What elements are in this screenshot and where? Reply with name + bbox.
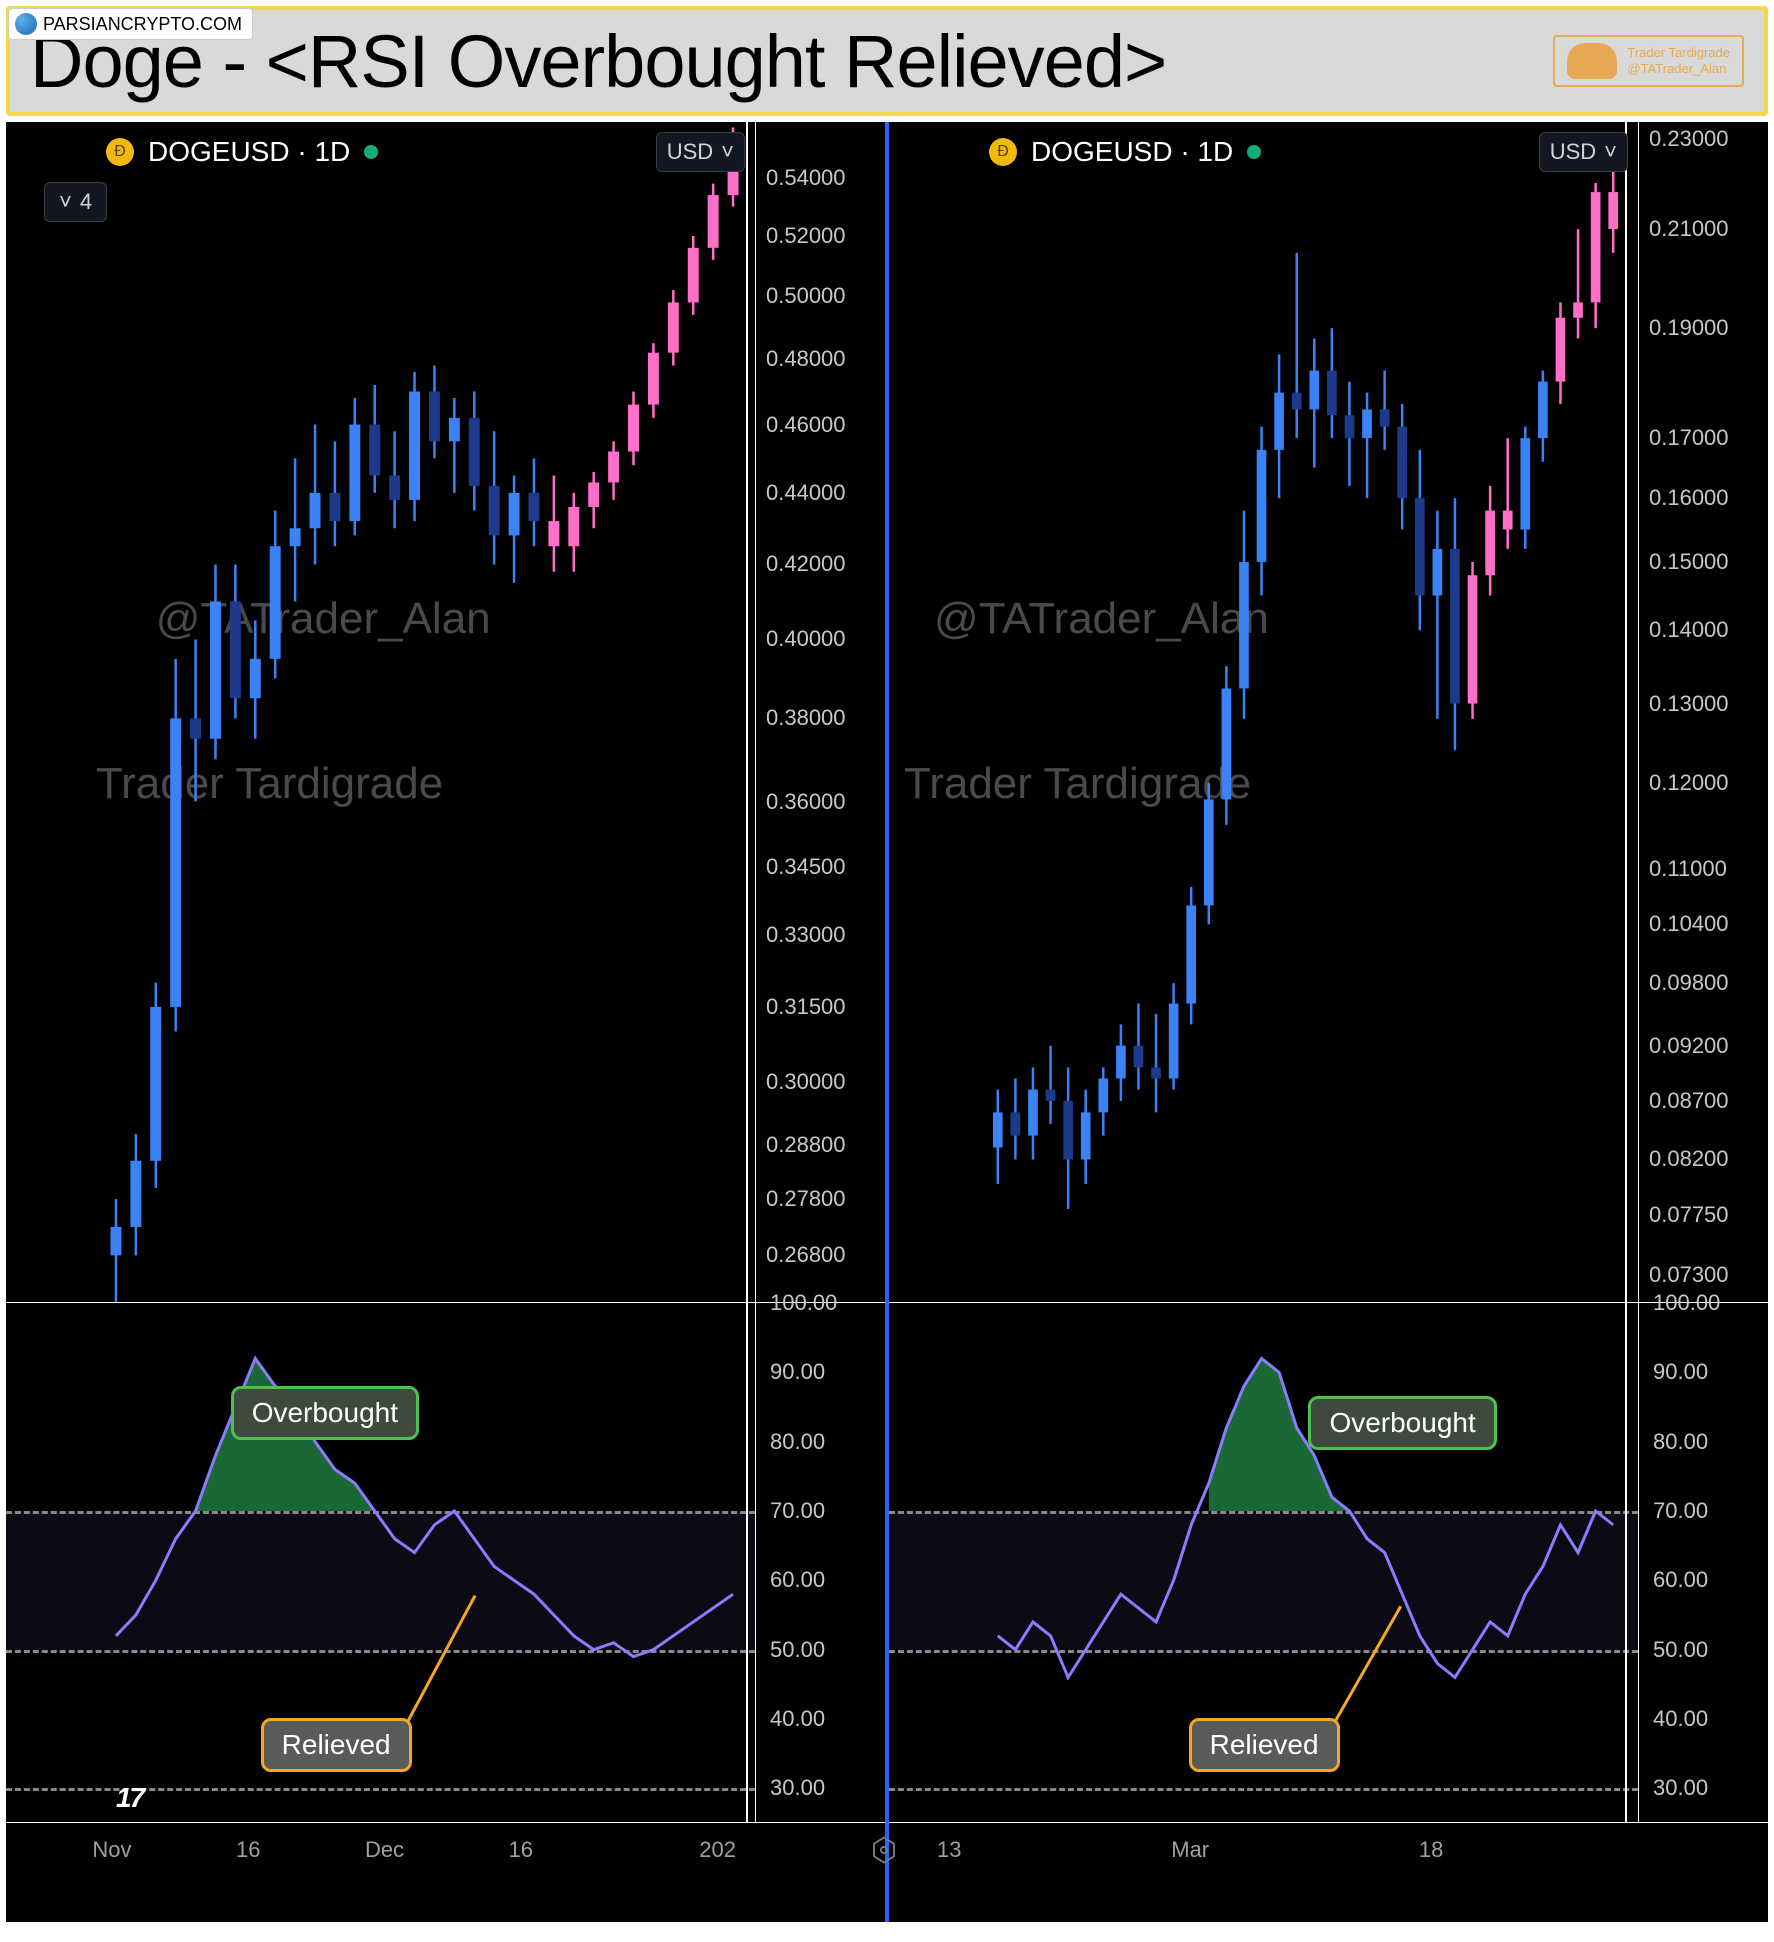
time-label: 13 <box>937 1837 961 1863</box>
header-logo-text: Trader Tardigrade @TATrader_Alan <box>1627 45 1730 76</box>
currency-select[interactable]: USD˅ <box>656 132 745 172</box>
axis-tick: 0.27800 <box>766 1186 846 1212</box>
axis-tick: 50.00 <box>1653 1637 1708 1663</box>
axis-tick: 0.16000 <box>1649 485 1729 511</box>
tradingview-logo-icon: 17 <box>116 1782 143 1814</box>
rsi-annotation-orange: Relieved <box>261 1718 412 1772</box>
axis-tick: 0.09800 <box>1649 970 1729 996</box>
coin-icon: Ð <box>989 138 1017 166</box>
axis-tick: 0.09200 <box>1649 1033 1729 1059</box>
axis-tick: 0.23000 <box>1649 126 1729 152</box>
time-label: 18 <box>1419 1837 1443 1863</box>
time-label: Dec <box>365 1837 404 1863</box>
price-axis[interactable]: 0.54000 0.52000 0.50000 0.48000 0.46000 0.440… <box>755 122 885 1302</box>
axis-tick: 0.14000 <box>1649 617 1729 643</box>
axis-tick: 0.44000 <box>766 480 846 506</box>
time-label: 16 <box>236 1837 260 1863</box>
globe-icon <box>15 13 37 35</box>
axis-tick: 100.00 <box>1653 1290 1720 1316</box>
header-bar: Doge - <RSI Overbought Relieved> Trader … <box>6 6 1768 116</box>
currency-select[interactable]: USD˅ <box>1539 132 1628 172</box>
rsi-chart[interactable]: Overbought Relieved <box>889 1303 1638 1822</box>
chart-panel: Ð DOGEUSD · 1D ˅4@TATrader_AlanTrader Ta… <box>6 122 885 1922</box>
axis-tick: 0.30000 <box>766 1069 846 1095</box>
axis-tick: 0.36000 <box>766 789 846 815</box>
market-status-icon <box>364 145 378 159</box>
time-axis[interactable]: Nov 16 Dec 16 202 <box>6 1822 885 1882</box>
rsi-axis[interactable]: 100.0090.0080.0070.0060.0050.0040.0030.0… <box>1638 1303 1768 1822</box>
price-chart[interactable]: Ð DOGEUSD · 1D ˅4@TATrader_AlanTrader Ta… <box>6 122 755 1302</box>
axis-tick: 0.21000 <box>1649 216 1729 242</box>
rsi-annotation-green: Overbought <box>231 1386 419 1440</box>
price-axis[interactable]: 0.23000 0.21000 0.19000 0.17000 0.16000 0.150… <box>1638 122 1768 1302</box>
site-badge-text: PARSIANCRYPTO.COM <box>43 14 242 35</box>
axis-tick: 0.19000 <box>1649 315 1729 341</box>
charts-container: Ð DOGEUSD · 1D ˅4@TATrader_AlanTrader Ta… <box>6 122 1768 1922</box>
axis-tick: 0.10400 <box>1649 911 1729 937</box>
axis-tick: 40.00 <box>1653 1706 1708 1732</box>
axis-tick: 0.33000 <box>766 922 846 948</box>
market-status-icon <box>1247 145 1261 159</box>
time-axis[interactable]: 13 Mar 18 <box>889 1822 1768 1882</box>
axis-tick: 0.13000 <box>1649 691 1729 717</box>
tardigrade-icon <box>1567 43 1617 79</box>
time-label: Mar <box>1171 1837 1209 1863</box>
axis-tick: 0.31500 <box>766 994 846 1020</box>
axis-tick: 0.07300 <box>1649 1262 1729 1288</box>
axis-tick: 0.07750 <box>1649 1202 1729 1228</box>
time-label: 16 <box>509 1837 533 1863</box>
axis-tick: 0.15000 <box>1649 549 1729 575</box>
axis-tick: 80.00 <box>1653 1429 1708 1455</box>
axis-tick: 0.54000 <box>766 165 846 191</box>
axis-tick: 0.26800 <box>766 1242 846 1268</box>
axis-tick: 0.38000 <box>766 705 846 731</box>
axis-tick: 60.00 <box>770 1567 825 1593</box>
axis-tick: 30.00 <box>770 1775 825 1801</box>
chevron-down-icon: ˅ <box>1604 139 1617 165</box>
chart-settings-icon[interactable] <box>869 1835 899 1865</box>
symbol-label[interactable]: DOGEUSD · 1D <box>148 136 350 168</box>
axis-tick: 80.00 <box>770 1429 825 1455</box>
axis-tick: 0.17000 <box>1649 425 1729 451</box>
axis-tick: 0.40000 <box>766 626 846 652</box>
axis-tick: 30.00 <box>1653 1775 1708 1801</box>
time-label: Nov <box>92 1837 131 1863</box>
axis-tick: 50.00 <box>770 1637 825 1663</box>
axis-tick: 0.12000 <box>1649 770 1729 796</box>
rsi-chart[interactable]: Overbought Relieved 17 <box>6 1303 755 1822</box>
axis-tick: 0.28800 <box>766 1132 846 1158</box>
axis-tick: 0.50000 <box>766 283 846 309</box>
site-badge: PARSIANCRYPTO.COM <box>8 8 253 40</box>
axis-tick: 70.00 <box>1653 1498 1708 1524</box>
chevron-down-icon: ˅ <box>721 139 734 165</box>
axis-tick: 40.00 <box>770 1706 825 1732</box>
axis-tick: 0.08700 <box>1649 1088 1729 1114</box>
axis-tick: 0.46000 <box>766 412 846 438</box>
axis-tick: 0.42000 <box>766 551 846 577</box>
rsi-axis[interactable]: 100.0090.0080.0070.0060.0050.0040.0030.0… <box>755 1303 885 1822</box>
axis-tick: 0.08200 <box>1649 1146 1729 1172</box>
axis-tick: 0.48000 <box>766 346 846 372</box>
axis-tick: 0.52000 <box>766 223 846 249</box>
price-chart[interactable]: Ð DOGEUSD · 1D @TATrader_AlanTrader Tard… <box>889 122 1638 1302</box>
time-label: 202 <box>699 1837 736 1863</box>
axis-tick: 0.34500 <box>766 854 846 880</box>
axis-tick: 70.00 <box>770 1498 825 1524</box>
header-logo: Trader Tardigrade @TATrader_Alan <box>1553 35 1744 87</box>
axis-tick: 60.00 <box>1653 1567 1708 1593</box>
axis-tick: 90.00 <box>1653 1359 1708 1385</box>
chart-panel: Ð DOGEUSD · 1D @TATrader_AlanTrader Tard… <box>885 122 1768 1922</box>
coin-icon: Ð <box>106 138 134 166</box>
axis-tick: 100.00 <box>770 1290 837 1316</box>
symbol-label[interactable]: DOGEUSD · 1D <box>1031 136 1233 168</box>
axis-tick: 90.00 <box>770 1359 825 1385</box>
axis-tick: 0.11000 <box>1649 856 1727 882</box>
rsi-annotation-green: Overbought <box>1308 1396 1496 1450</box>
rsi-annotation-orange: Relieved <box>1189 1718 1340 1772</box>
